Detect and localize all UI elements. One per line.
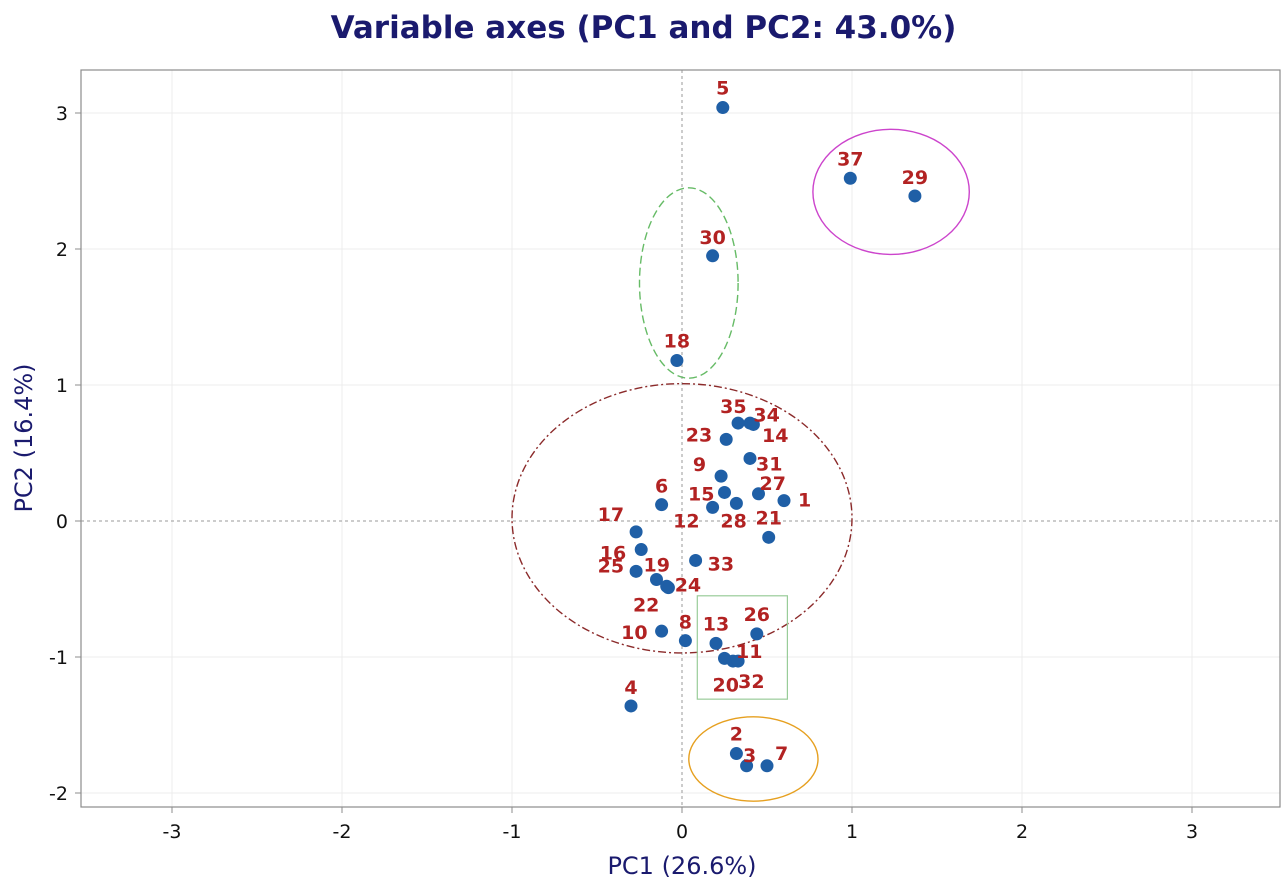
point-label-11: 11 bbox=[736, 641, 762, 663]
plot-frame bbox=[80, 69, 1281, 808]
point-label-12: 12 bbox=[673, 510, 699, 532]
y-tick-label: -1 bbox=[49, 647, 68, 669]
point-label-8: 8 bbox=[679, 612, 692, 634]
data-point-30 bbox=[706, 249, 720, 263]
data-point-19 bbox=[650, 572, 663, 586]
data-point-28 bbox=[729, 496, 743, 510]
point-label-1: 1 bbox=[798, 490, 811, 512]
x-tick-label: -1 bbox=[503, 821, 522, 843]
point-label-28: 28 bbox=[720, 510, 746, 532]
point-label-3: 3 bbox=[743, 745, 756, 767]
data-point-24 bbox=[660, 579, 674, 593]
point-label-26: 26 bbox=[744, 604, 770, 626]
group-ellipse-green bbox=[638, 187, 739, 379]
data-point-9 bbox=[714, 469, 728, 483]
point-label-20: 20 bbox=[713, 674, 739, 696]
point-label-2: 2 bbox=[730, 724, 743, 746]
point-label-15: 15 bbox=[688, 483, 714, 505]
data-point-7 bbox=[760, 759, 774, 773]
point-label-37: 37 bbox=[837, 148, 863, 170]
data-point-18 bbox=[670, 354, 684, 368]
point-label-30: 30 bbox=[699, 227, 725, 249]
x-tick-label: -3 bbox=[163, 821, 182, 843]
x-tick-label: 2 bbox=[1016, 821, 1028, 843]
data-point-17 bbox=[629, 525, 643, 539]
data-point-2 bbox=[729, 747, 743, 761]
point-label-35: 35 bbox=[720, 396, 746, 418]
point-label-4: 4 bbox=[624, 677, 637, 699]
x-tick-label: 1 bbox=[846, 821, 858, 843]
data-point-33 bbox=[689, 553, 703, 567]
point-label-25: 25 bbox=[598, 555, 624, 577]
data-point-15 bbox=[718, 485, 731, 499]
data-point-23 bbox=[719, 432, 733, 446]
group-ellipse-magenta bbox=[812, 128, 970, 256]
point-label-10: 10 bbox=[621, 622, 647, 644]
point-label-32: 32 bbox=[738, 671, 764, 693]
y-tick-label: 1 bbox=[56, 375, 68, 397]
point-label-24: 24 bbox=[675, 574, 701, 596]
data-point-1 bbox=[777, 494, 791, 508]
data-point-3 bbox=[740, 759, 754, 773]
point-label-31: 31 bbox=[756, 453, 782, 475]
data-point-5 bbox=[716, 101, 730, 115]
point-label-21: 21 bbox=[755, 507, 781, 529]
data-point-10 bbox=[655, 624, 669, 638]
y-tick-label: 3 bbox=[56, 103, 68, 125]
data-point-26 bbox=[750, 627, 764, 641]
data-point-32 bbox=[731, 654, 745, 668]
point-label-16: 16 bbox=[600, 543, 626, 565]
data-point-12 bbox=[706, 500, 720, 514]
x-axis-label: PC1 (26.6%) bbox=[607, 852, 756, 880]
point-label-22: 22 bbox=[633, 595, 659, 617]
group-ellipse-orange bbox=[688, 716, 819, 802]
data-point-20 bbox=[718, 651, 731, 665]
point-label-29: 29 bbox=[902, 167, 928, 189]
y-tick-label: 0 bbox=[56, 511, 68, 533]
point-label-27: 27 bbox=[760, 473, 786, 495]
point-label-7: 7 bbox=[775, 743, 788, 765]
point-label-17: 17 bbox=[598, 504, 624, 526]
point-label-23: 23 bbox=[686, 424, 712, 446]
point-label-6: 6 bbox=[655, 476, 668, 498]
data-point-35 bbox=[731, 416, 745, 430]
point-label-14: 14 bbox=[762, 425, 788, 447]
data-point-8 bbox=[678, 634, 692, 648]
point-label-13: 13 bbox=[703, 613, 729, 635]
data-point-25 bbox=[629, 564, 643, 578]
point-label-9: 9 bbox=[693, 454, 706, 476]
x-tick-label: -2 bbox=[333, 821, 352, 843]
data-point-37 bbox=[843, 171, 857, 185]
data-point-13 bbox=[709, 636, 723, 650]
y-tick-label: -2 bbox=[49, 783, 68, 805]
x-tick-label: 0 bbox=[676, 821, 688, 843]
data-point-31 bbox=[743, 451, 757, 465]
data-point-27 bbox=[752, 487, 765, 501]
group-box-green bbox=[696, 595, 788, 700]
x-tick-label: 3 bbox=[1186, 821, 1198, 843]
point-label-33: 33 bbox=[708, 553, 734, 575]
data-point-29 bbox=[908, 189, 922, 203]
data-point-6 bbox=[655, 498, 669, 512]
data-point-4 bbox=[624, 699, 638, 713]
point-label-19: 19 bbox=[644, 554, 670, 576]
point-label-34: 34 bbox=[753, 404, 779, 426]
data-point-34 bbox=[746, 417, 760, 431]
point-label-18: 18 bbox=[664, 331, 690, 353]
data-point-21 bbox=[762, 530, 776, 544]
point-label-5: 5 bbox=[716, 78, 729, 100]
group-ellipse-darkred bbox=[511, 382, 853, 654]
y-tick-label: 2 bbox=[56, 239, 68, 261]
chart-title: Variable axes (PC1 and PC2: 43.0%) bbox=[330, 10, 957, 46]
y-axis-label: PC2 (16.4%) bbox=[10, 363, 38, 512]
data-point-16 bbox=[634, 543, 648, 557]
